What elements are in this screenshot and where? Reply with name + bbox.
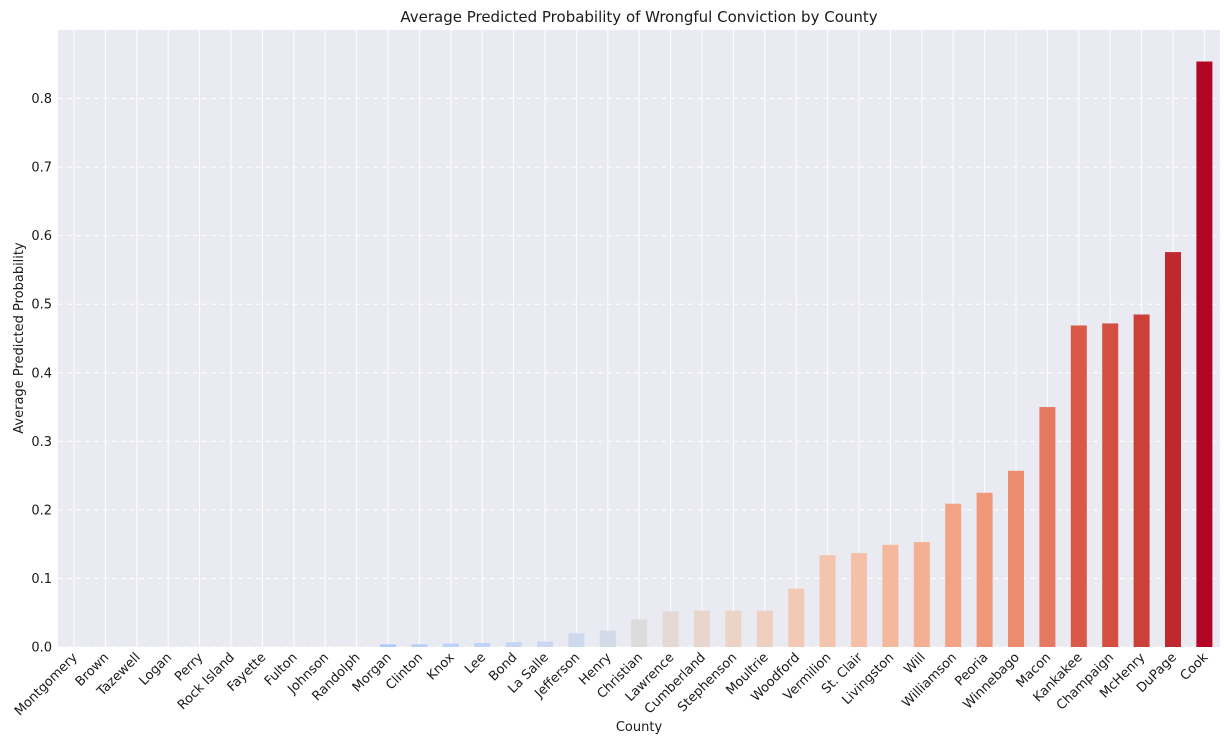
bar-christian (631, 619, 648, 647)
bar-mchenry (1133, 314, 1150, 647)
bar-livingston (882, 544, 899, 647)
bar-lee (474, 642, 491, 647)
bar-champaign (1102, 323, 1119, 647)
y-tick-label: 0.5 (31, 298, 52, 313)
x-axis-label: County (616, 720, 663, 735)
x-tick-label: Cook (1178, 650, 1212, 684)
bar-knox (442, 643, 459, 647)
y-tick-label: 0.4 (31, 366, 52, 381)
bar-bond (505, 642, 522, 647)
x-tick-label: Logan (137, 650, 175, 688)
bar-winnebago (1008, 470, 1024, 647)
bar-woodford (788, 588, 805, 647)
bar-peoria (976, 492, 993, 647)
bar-clinton (411, 644, 428, 647)
bar-moultrie (756, 610, 773, 647)
chart-title: Average Predicted Probability of Wrongfu… (400, 8, 877, 26)
y-tick-label: 0.0 (31, 641, 52, 656)
x-tick-label: Will (901, 650, 928, 677)
y-tick-label: 0.6 (31, 229, 52, 244)
y-axis-label: Average Predicted Probability (12, 242, 27, 434)
bar-morgan (380, 644, 396, 647)
bar-cook (1196, 61, 1213, 647)
y-tick-label: 0.2 (31, 503, 52, 518)
bar-jefferson (568, 633, 585, 647)
y-tick-label: 0.8 (31, 92, 52, 107)
y-tick-label: 0.1 (31, 572, 52, 587)
y-tick-label: 0.7 (31, 161, 52, 176)
bar-williamson (945, 503, 962, 647)
bar-st-clair (851, 553, 867, 647)
bar-kankakee (1070, 325, 1087, 647)
bar-macon (1039, 407, 1056, 647)
bar-dupage (1165, 252, 1181, 647)
x-tick-label: Montgomery (12, 650, 81, 719)
y-tick-label: 0.3 (31, 435, 52, 450)
bar-lawrence (662, 611, 679, 647)
bar-vermilion (819, 555, 836, 647)
bar-stephenson (725, 610, 742, 647)
bar-cumberland (694, 610, 710, 647)
bar-will (913, 542, 930, 647)
bar-la-salle (537, 641, 553, 647)
y-axis-ticks: 0.0 0.1 0.2 0.3 0.4 0.5 0.6 0.7 0.8 (31, 92, 52, 655)
bars (380, 61, 1213, 647)
x-tick-label: Knox (424, 650, 457, 683)
x-tick-label: Lee (462, 650, 489, 677)
bar-henry (599, 630, 616, 647)
